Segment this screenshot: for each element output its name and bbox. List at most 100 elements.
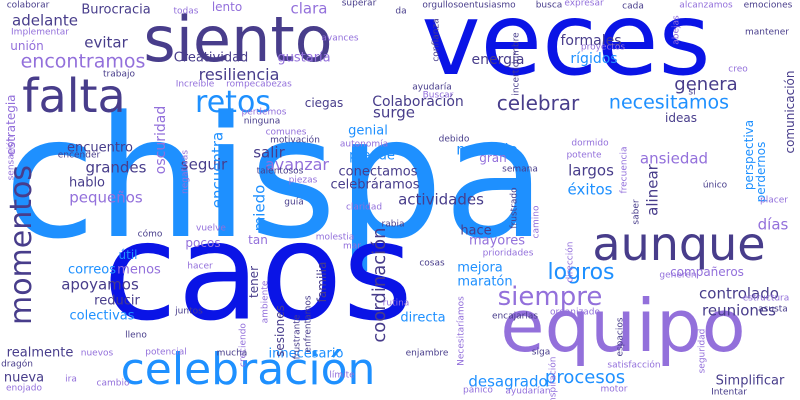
cloud-word: útil <box>118 248 138 262</box>
cloud-word: conectamos <box>338 164 418 180</box>
cloud-word: ayudarían <box>505 386 551 397</box>
cloud-word: comunicación <box>783 70 797 154</box>
cloud-word: menos <box>117 262 161 278</box>
cloud-word: encuentra <box>208 131 227 209</box>
cloud-word: rompecabezas <box>226 79 292 90</box>
cloud-word: avances <box>321 33 359 44</box>
cloud-word: directa <box>400 310 446 326</box>
cloud-word: siento <box>143 3 333 76</box>
cloud-word: vuelve <box>196 223 226 234</box>
cloud-word: mantener <box>745 27 789 38</box>
cloud-word: cosas <box>419 258 445 269</box>
cloud-word: prende <box>349 148 395 164</box>
cloud-word: controlado <box>699 284 779 303</box>
cloud-word: proyectos <box>580 42 626 53</box>
cloud-word: ciegas <box>304 96 344 110</box>
cloud-word: logros <box>547 260 615 285</box>
cloud-word: placer <box>760 195 788 206</box>
cloud-word: genera <box>674 74 738 95</box>
cloud-word: ambiente <box>260 280 271 324</box>
cloud-word: creo <box>728 64 748 75</box>
cloud-word: cada <box>622 1 644 12</box>
cloud-word: tener <box>247 265 261 299</box>
cloud-word: lento <box>211 0 243 14</box>
cloud-word: ansiedad <box>639 149 709 168</box>
cloud-word: lleno <box>125 330 147 341</box>
cloud-word: trabajo <box>103 69 135 80</box>
cloud-word: largos <box>568 161 614 180</box>
cloud-word: Burocracia <box>81 2 151 18</box>
cloud-word: si <box>688 87 696 98</box>
cloud-word: enojado <box>6 383 42 394</box>
cloud-word: realmente <box>6 345 74 361</box>
cloud-word: enfrentamos <box>303 295 314 353</box>
cloud-word: Intentar <box>711 387 747 398</box>
cloud-word: compañeros <box>670 265 744 279</box>
cloud-word: sesiones <box>273 305 287 357</box>
cloud-word: perdernos <box>754 141 768 203</box>
cloud-word: potencial <box>145 347 187 358</box>
cloud-word: apoyamos <box>61 275 139 294</box>
cloud-word: Colaboración <box>372 94 464 110</box>
cloud-word: rabia <box>381 219 405 230</box>
cloud-word: equipo <box>500 284 746 368</box>
cloud-word: Necesitaríamos <box>456 296 467 366</box>
cloud-word: maratón <box>457 274 513 290</box>
cloud-word: comunes <box>265 127 307 138</box>
cloud-word: cómo <box>137 229 163 240</box>
cloud-word: hace <box>460 223 492 239</box>
cloud-word: caos <box>103 193 413 351</box>
cloud-word: organizado <box>550 307 600 318</box>
cloud-word: coordinación <box>369 227 390 343</box>
cloud-word: éxitos <box>567 180 613 199</box>
cloud-word: celebrar <box>496 91 580 115</box>
cloud-word: dirección <box>565 241 576 283</box>
cloud-word: salir <box>253 143 285 162</box>
cloud-word: inspiración <box>548 356 559 400</box>
cloud-word: pequeños <box>69 188 143 207</box>
cloud-word: correos <box>67 262 117 278</box>
cloud-word: Buscar <box>422 90 454 101</box>
cloud-word: sensación <box>6 135 17 181</box>
cloud-word: evitar <box>84 33 128 52</box>
cloud-word: todas <box>173 6 199 17</box>
cloud-word: encajarlas <box>491 311 539 322</box>
cloud-word: estructura <box>742 293 790 304</box>
cloud-word: da <box>395 6 407 17</box>
cloud-word: seguir <box>180 155 228 174</box>
cloud-word: encontramos <box>20 50 146 73</box>
cloud-word: Increíble <box>175 79 215 90</box>
cloud-word: generen <box>659 270 697 281</box>
cloud-word: debido <box>438 134 470 145</box>
cloud-word: claridad <box>345 202 383 213</box>
cloud-word: resiliencia <box>198 65 280 84</box>
cloud-word: rutina <box>382 298 410 309</box>
cloud-word: talentosos <box>256 166 304 177</box>
cloud-word: necesitamos <box>608 91 730 114</box>
cloud-word: enjambre <box>405 348 449 359</box>
cloud-word: nuevos <box>80 348 114 359</box>
cloud-word: alcanzamos <box>679 0 733 11</box>
cloud-word: seguridad <box>697 328 708 374</box>
cloud-word: mucha <box>216 348 248 359</box>
cloud-word: momentos <box>4 164 39 326</box>
cloud-word: encender <box>57 150 101 161</box>
cloud-word: reducir <box>94 293 140 309</box>
cloud-word: alinear <box>643 164 662 216</box>
cloud-word: hablo <box>68 175 106 191</box>
cloud-word: celebráramos <box>330 177 420 193</box>
cloud-word: negativas <box>180 149 191 195</box>
cloud-word: piezas <box>288 175 318 186</box>
cloud-word: satisfacción <box>607 360 661 371</box>
cloud-word: formales <box>560 33 622 49</box>
cloud-word: gustaría <box>277 50 331 66</box>
cloud-word: confianza <box>431 18 442 62</box>
cloud-word: Simplificar <box>715 373 785 389</box>
cloud-word: molestia <box>315 232 355 243</box>
cloud-word: Implementar <box>11 27 69 38</box>
cloud-word: siempre <box>497 282 603 312</box>
cloud-word: semana <box>502 164 538 175</box>
cloud-word: días <box>757 215 789 234</box>
cloud-word: actividades <box>398 190 484 209</box>
cloud-word: ayudaría <box>412 82 452 93</box>
